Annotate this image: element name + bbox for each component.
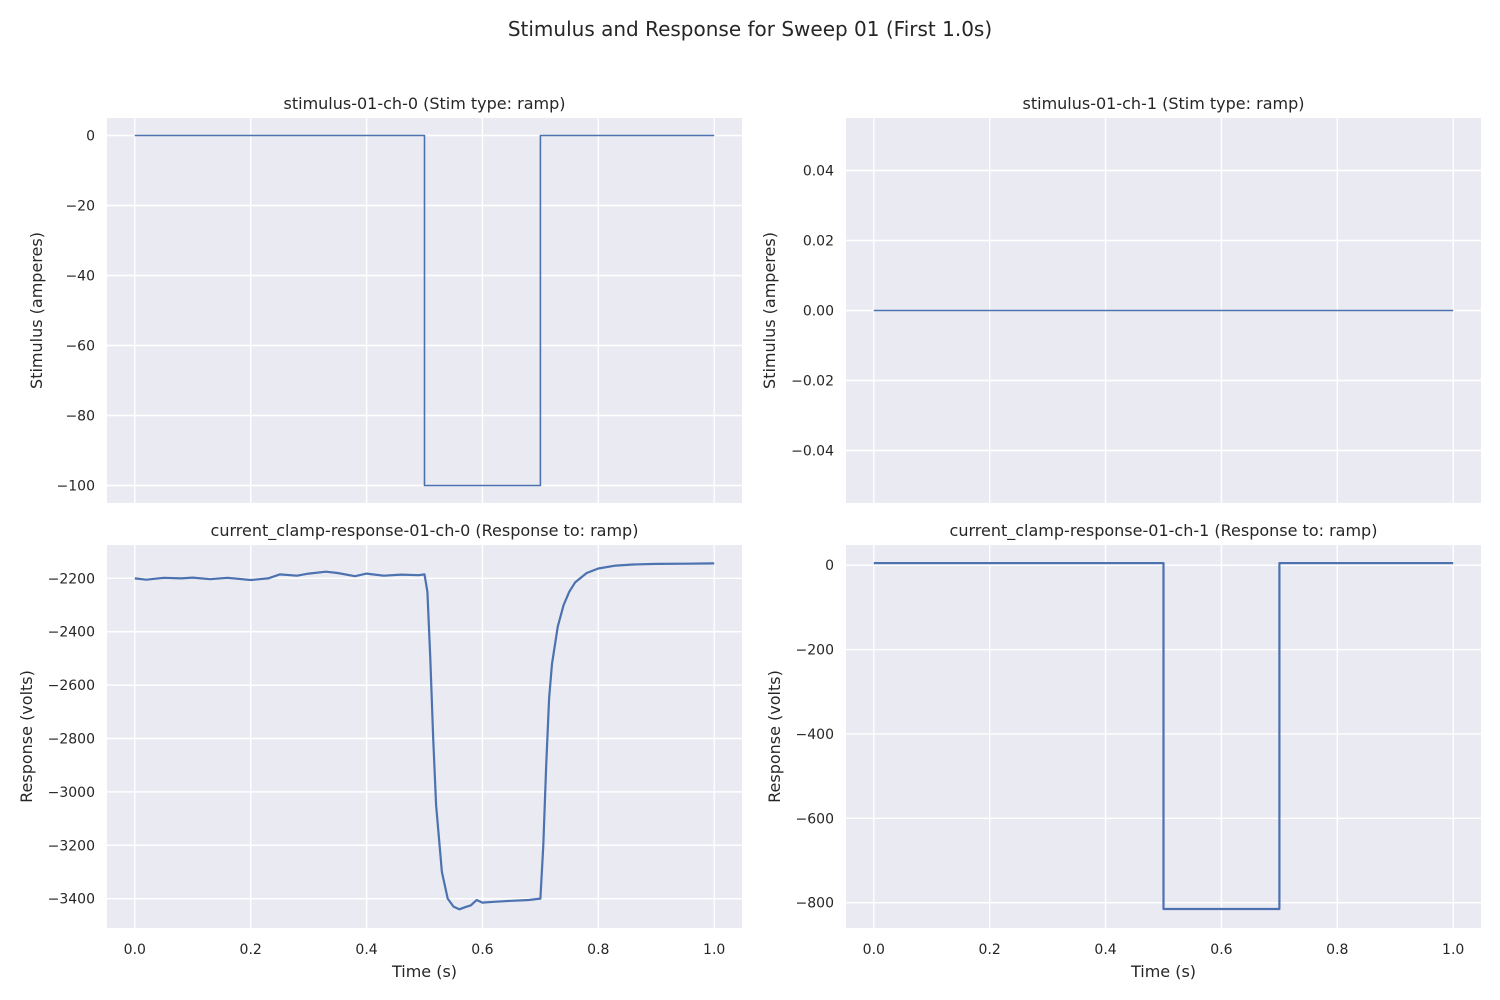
series-line: [873, 561, 1454, 911]
y-tick-label: 0: [86, 129, 95, 145]
y-tick-label: −0.02: [791, 374, 834, 390]
y-tick-label: −2400: [48, 625, 95, 641]
y-tick-label: −80: [65, 409, 95, 425]
y-tick-label: −100: [57, 479, 95, 495]
x-tick-label: 0.0: [863, 942, 885, 958]
x-tick-label: 0.2: [979, 942, 1001, 958]
x-tick-label: 1.0: [703, 942, 725, 958]
subplot-title: stimulus-01-ch-1 (Stim type: ramp): [1023, 94, 1305, 113]
subplot-2: 0.04 0.02 0.00 −0.02 −0.04 stimulus-01-ch-1 (…: [760, 94, 1481, 503]
x-tick-label: 0.0: [124, 942, 146, 958]
x-tick-label: 0.4: [1094, 942, 1116, 958]
y-tick-label: 0.02: [803, 234, 834, 250]
x-tick-label: 0.2: [240, 942, 262, 958]
x-tick-label: 0.6: [471, 942, 493, 958]
y-tick-label: −3000: [48, 785, 95, 801]
subplot-1: 0 −20 −40 −60 −80 −100 stimulus-01-ch-0 (Stim …: [27, 94, 742, 503]
y-tick-label: 0: [825, 558, 834, 574]
y-tick-label: −2200: [48, 571, 95, 587]
x-tick-label: 1.0: [1442, 942, 1464, 958]
y-tick-label: −40: [65, 269, 95, 285]
subplot-title: stimulus-01-ch-0 (Stim type: ramp): [284, 94, 566, 113]
y-tick-label: 0.00: [803, 304, 834, 320]
subplot-4: 0 −200 −400 −600 −800 0.0 0.2 0.4 0.6 0.8 1.0 curre…: [765, 521, 1481, 981]
y-tick-label: −400: [796, 727, 834, 743]
y-tick-label: −200: [796, 643, 834, 659]
y-tick-label: −20: [65, 199, 95, 215]
y-tick-label: −3400: [48, 892, 95, 908]
x-tick-label: 0.8: [587, 942, 609, 958]
x-tick-label: 0.8: [1326, 942, 1348, 958]
y-axis-label: Stimulus (amperes): [27, 232, 46, 389]
x-tick-label: 0.6: [1210, 942, 1232, 958]
subplot-title: current_clamp-response-01-ch-0 (Response…: [211, 521, 639, 541]
y-tick-label: −600: [796, 811, 834, 827]
plot-area: [107, 545, 742, 928]
y-axis-label: Response (volts): [765, 670, 784, 803]
y-tick-label: −800: [796, 896, 834, 912]
series-line: [134, 134, 715, 487]
x-tick-label: 0.4: [355, 942, 377, 958]
series-line: [134, 562, 715, 911]
y-axis-label: Stimulus (amperes): [760, 232, 779, 389]
x-axis-label: Time (s): [1130, 962, 1196, 981]
figure-title: Stimulus and Response for Sweep 01 (Firs…: [508, 17, 992, 41]
y-tick-label: −0.04: [791, 444, 834, 460]
y-axis-label: Response (volts): [17, 670, 36, 803]
y-tick-label: 0.04: [803, 164, 834, 180]
subplot-title: current_clamp-response-01-ch-1 (Response…: [950, 521, 1378, 541]
y-tick-label: −60: [65, 339, 95, 355]
subplot-3: −2200 −2400 −2600 −2800 −3000 −3200 −3400 0.0 0.…: [17, 521, 742, 981]
y-tick-label: −2800: [48, 732, 95, 748]
y-tick-label: −2600: [48, 678, 95, 694]
x-axis-label: Time (s): [391, 962, 457, 981]
y-tick-label: −3200: [48, 838, 95, 854]
